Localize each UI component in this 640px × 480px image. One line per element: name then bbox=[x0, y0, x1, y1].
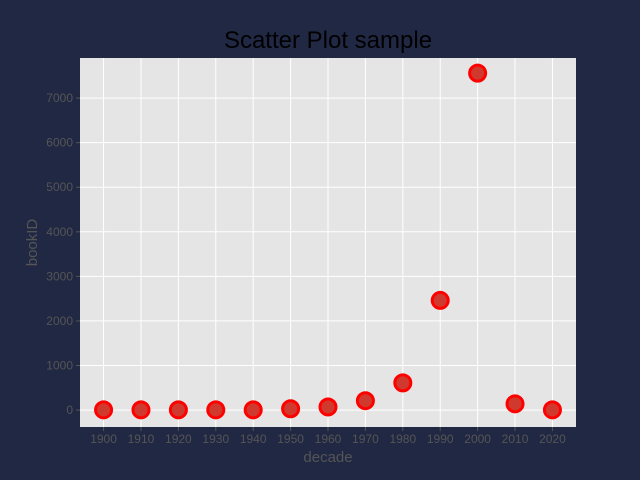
grid-lines bbox=[80, 58, 576, 427]
chart-title: Scatter Plot sample bbox=[224, 27, 432, 54]
data-point bbox=[206, 400, 226, 420]
x-tick-label: 1970 bbox=[352, 432, 379, 446]
data-point bbox=[542, 400, 562, 420]
data-point bbox=[243, 400, 263, 420]
data-points bbox=[94, 63, 562, 420]
x-tick-label: 2010 bbox=[502, 432, 529, 446]
axis-ticks: 1900 1910 1920 1930 1940 1950 1960 1970 1980 1990… bbox=[46, 91, 566, 446]
y-tick-label: 5000 bbox=[46, 180, 73, 194]
x-tick-label: 1950 bbox=[277, 432, 304, 446]
x-tick-label: 1940 bbox=[240, 432, 267, 446]
x-tick-label: 1980 bbox=[389, 432, 416, 446]
x-tick-label: 1900 bbox=[90, 432, 117, 446]
x-tick-label: 2000 bbox=[464, 432, 491, 446]
data-point bbox=[94, 400, 114, 420]
data-point bbox=[131, 400, 151, 420]
data-point bbox=[355, 391, 375, 411]
x-tick-label: 1990 bbox=[427, 432, 454, 446]
y-tick-label: 0 bbox=[66, 403, 73, 417]
data-point bbox=[318, 397, 338, 417]
x-axis-label: decade bbox=[303, 449, 352, 466]
data-point bbox=[430, 290, 450, 310]
x-tick-label: 1920 bbox=[165, 432, 192, 446]
data-point bbox=[505, 394, 525, 414]
y-tick-label: 1000 bbox=[46, 359, 73, 373]
data-point bbox=[393, 373, 413, 393]
y-tick-label: 2000 bbox=[46, 314, 73, 328]
y-tick-label: 6000 bbox=[46, 136, 73, 150]
x-tick-label: 1910 bbox=[128, 432, 155, 446]
data-point bbox=[468, 63, 488, 83]
y-tick-label: 7000 bbox=[46, 91, 73, 105]
data-point bbox=[168, 400, 188, 420]
x-tick-label: 1930 bbox=[202, 432, 229, 446]
y-tick-label: 3000 bbox=[46, 269, 73, 283]
data-point bbox=[281, 399, 301, 419]
y-axis-label: bookID bbox=[24, 219, 41, 267]
y-tick-label: 4000 bbox=[46, 225, 73, 239]
x-tick-label: 2020 bbox=[539, 432, 566, 446]
x-tick-label: 1960 bbox=[315, 432, 342, 446]
